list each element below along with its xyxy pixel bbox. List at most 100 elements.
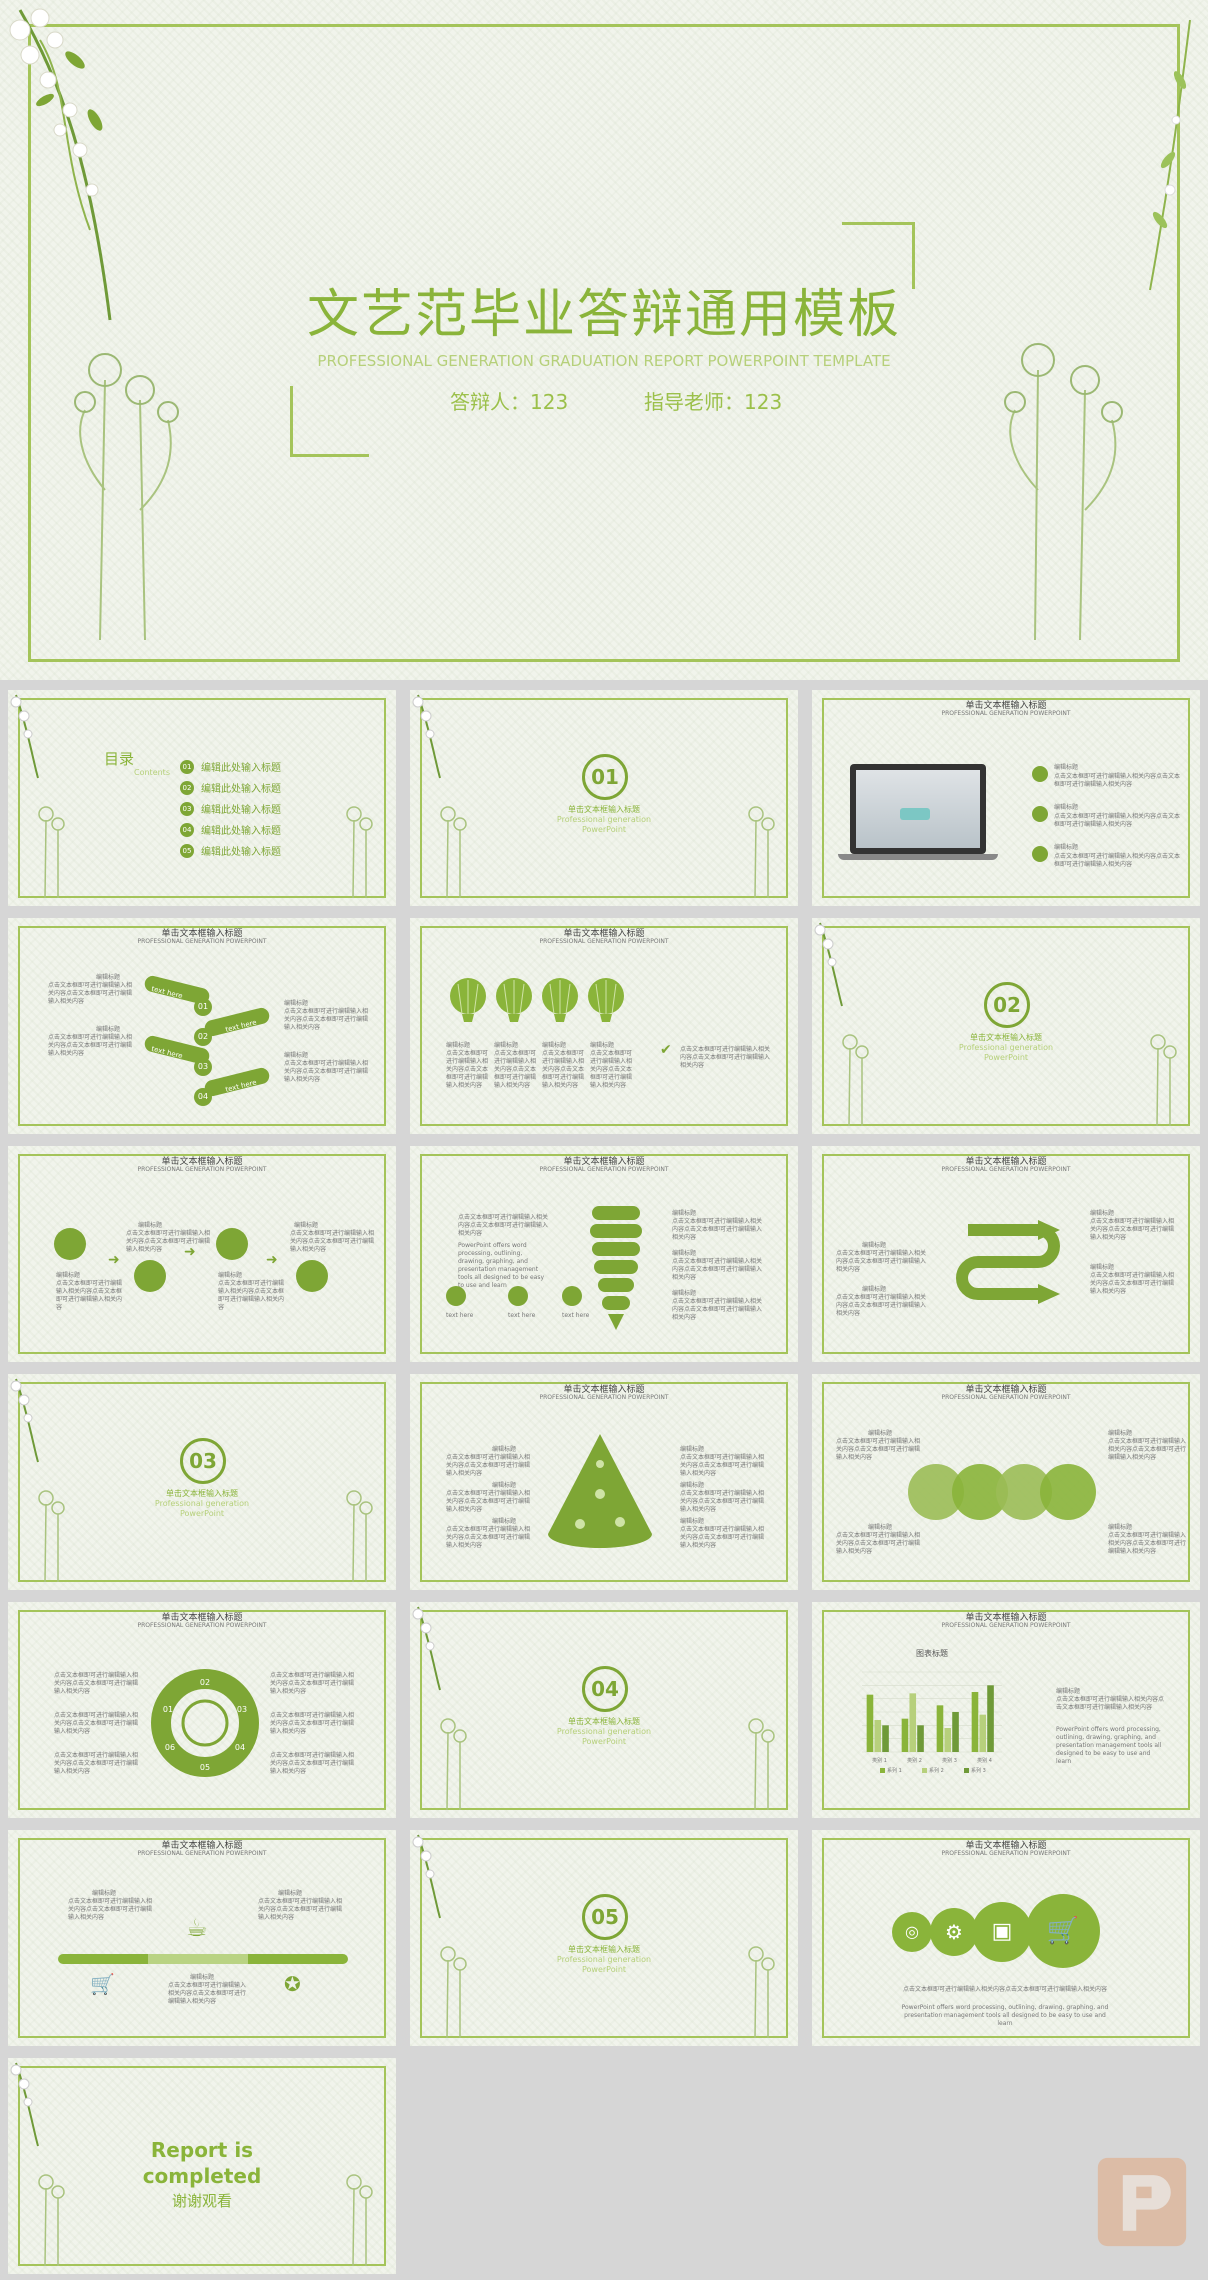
- dot-icon: [446, 1286, 466, 1306]
- timeline-segment: [148, 1954, 248, 1964]
- item-title: 编辑标题: [1108, 1430, 1133, 1437]
- corner-bracket-top-right: [842, 222, 915, 289]
- leaf-icon: [1032, 806, 1048, 822]
- section-en-2: PowerPoint: [179, 1509, 225, 1518]
- svg-text:06: 06: [165, 1743, 175, 1752]
- section-slide-03[interactable]: 03 单击文本框输入标题 Professional generation Pow…: [8, 1374, 396, 1590]
- item-text: 点击文本框即可进行编辑输入相关内容点击文本框即可进行编辑输入相关内容: [1090, 1272, 1175, 1295]
- section-number: 01: [591, 765, 619, 789]
- coffee-icon: ☕: [186, 1914, 208, 1942]
- plant-icon: [1150, 1034, 1177, 1127]
- plant-icon: [440, 806, 467, 899]
- item-text: 点击文本框即可进行编辑输入相关内容点击文本框即可进行编辑输入相关内容: [1056, 1696, 1165, 1711]
- feature-item: 编辑标题 点击文本框即可进行编辑输入相关内容点击文本框即可进行编辑输入相关内容: [1032, 844, 1182, 884]
- snake-arrow-slide[interactable]: 单击文本框输入标题 PROFESSIONAL GENERATION POWERP…: [812, 1146, 1200, 1362]
- item-text: 点击文本框即可进行编辑输入相关内容点击文本框即可进行编辑输入相关内容: [1108, 1532, 1187, 1555]
- plant-right-icon: [1004, 343, 1123, 641]
- link-icon: [1040, 1464, 1096, 1520]
- legend-label: 系列 1: [887, 1767, 902, 1774]
- arrow-icon: ➜: [266, 1252, 278, 1268]
- item-title: 编辑标题: [868, 1430, 893, 1437]
- toc-slide[interactable]: 目录 Contents 01 编辑此处输入标题 02 编辑此处输入标题 03 编辑此处…: [8, 690, 396, 906]
- step-badge: 01: [194, 998, 212, 1016]
- ring-slide[interactable]: 单击文本框输入标题 PROFESSIONAL GENERATION POWERP…: [8, 1602, 396, 1818]
- item-title: 编辑标题: [492, 1446, 517, 1453]
- snake-arrow-icon: [956, 1220, 1060, 1304]
- circles-chain-slide[interactable]: 单击文本框输入标题 PROFESSIONAL GENERATION POWERP…: [812, 1374, 1200, 1590]
- gear-icon: ⚙: [930, 1908, 978, 1956]
- ending-slide[interactable]: Report is completed 谢谢观看: [8, 2058, 396, 2274]
- slide-header-en: PROFESSIONAL GENERATION POWERPOINT: [137, 1850, 267, 1857]
- slide-header-en: PROFESSIONAL GENERATION POWERPOINT: [941, 710, 1071, 717]
- dot-label: text here: [446, 1312, 474, 1319]
- section-slide-01[interactable]: 01 单击文本框输入标题 Professional generation Pow…: [410, 690, 798, 906]
- ending-line-2: completed: [142, 2164, 262, 2188]
- item-text: 点击文本框即可进行编辑输入相关内容点击文本框即可进行编辑输入相关内容: [48, 982, 133, 1005]
- laptop-icon: [850, 764, 986, 854]
- item-text: 点击文本框即可进行编辑输入相关内容点击文本框即可进行编辑输入相关内容: [1108, 1438, 1187, 1461]
- globe-icon: ◎: [892, 1912, 932, 1952]
- toc-item[interactable]: 02 编辑此处输入标题: [180, 777, 281, 798]
- section-en-2: PowerPoint: [581, 1965, 627, 1974]
- toc-item[interactable]: 05 编辑此处输入标题: [180, 840, 281, 861]
- blossom-icon: [412, 1606, 441, 1691]
- toc-item[interactable]: 04 编辑此处输入标题: [180, 819, 281, 840]
- toc-item[interactable]: 03 编辑此处输入标题: [180, 798, 281, 819]
- laptop-slide[interactable]: 单击文本框输入标题 PROFESSIONAL GENERATION POWERP…: [812, 690, 1200, 906]
- step-badge: 02: [194, 1028, 212, 1046]
- cover-frame: [28, 24, 1180, 662]
- blossom-vine-icon: [9, 8, 112, 321]
- item-text: 点击文本框即可进行编辑输入相关内容点击文本框即可进行编辑输入相关内容: [590, 1050, 633, 1089]
- plant-icon: [38, 806, 65, 899]
- legend-label: 系列 3: [971, 1767, 986, 1774]
- chart-slide[interactable]: 单击文本框输入标题 PROFESSIONAL GENERATION POWERP…: [812, 1602, 1200, 1818]
- item-title: 编辑标题: [284, 1052, 309, 1059]
- feature-item: 编辑标题 点击文本框即可进行编辑输入相关内容点击文本框即可进行编辑输入相关内容: [1032, 804, 1182, 844]
- cover-subtitle: PROFESSIONAL GENERATION GRADUATION REPOR…: [317, 352, 891, 370]
- item-text: 点击文本框即可进行编辑输入相关内容点击文本框即可进行编辑输入相关内容: [284, 1008, 369, 1031]
- dot-label: text here: [508, 1312, 536, 1319]
- ribbon-steps-slide[interactable]: 单击文本框输入标题 PROFESSIONAL GENERATION POWERP…: [8, 918, 396, 1134]
- item-text: 点击文本框即可进行编辑输入相关内容点击文本框即可进行编辑输入相关内容: [494, 1050, 537, 1089]
- chart-bar: [917, 1725, 924, 1752]
- item-text: 点击文本框即可进行编辑输入相关内容点击文本框即可进行编辑输入相关内容: [446, 1526, 531, 1549]
- section-slide-05[interactable]: 05 单击文本框输入标题 Professional generation Pow…: [410, 1830, 798, 2046]
- chart-bar: [874, 1720, 882, 1752]
- slide-header: 单击文本框输入标题: [161, 929, 243, 939]
- plant-icon: [346, 2174, 373, 2267]
- slide-header: 单击文本框输入标题: [965, 701, 1047, 711]
- item-text: 点击文本框即可进行编辑输入相关内容点击文本框即可进行编辑输入相关内容: [290, 1230, 375, 1253]
- balloons-slide[interactable]: 单击文本框输入标题 PROFESSIONAL GENERATION POWERP…: [410, 918, 798, 1134]
- item-title: 编辑标题: [190, 1974, 215, 1981]
- big-circles-slide[interactable]: 单击文本框输入标题 PROFESSIONAL GENERATION POWERP…: [812, 1830, 1200, 2046]
- item-text: 点击文本框即可进行编辑输入相关内容点击文本框即可进行编辑输入相关内容: [672, 1258, 763, 1281]
- spiral-bulb-slide[interactable]: 单击文本框输入标题 PROFESSIONAL GENERATION POWERP…: [410, 1146, 798, 1362]
- blossom-icon: [10, 2062, 39, 2147]
- item-text: 点击文本框即可进行编辑输入相关内容点击文本框即可进行编辑输入相关内容: [270, 1672, 355, 1695]
- item-title: 编辑标题: [680, 1482, 705, 1489]
- item-title: 编辑标题: [672, 1290, 697, 1297]
- item-text: 点击文本框即可进行编辑输入相关内容点击文本框即可进行编辑输入相关内容: [258, 1898, 343, 1921]
- slide-header: 单击文本框输入标题: [965, 1385, 1047, 1395]
- item-text: 点击文本框即可进行编辑输入相关内容点击文本框即可进行编辑输入相关内容: [680, 1526, 765, 1549]
- process-icons-slide[interactable]: 单击文本框输入标题 PROFESSIONAL GENERATION POWERP…: [8, 1146, 396, 1362]
- item-text: 点击文本框即可进行编辑输入相关内容点击文本框即可进行编辑输入相关内容: [1090, 1218, 1175, 1241]
- cover-slide[interactable]: 文艺范毕业答辩通用模板 PROFESSIONAL GENERATION GRAD…: [0, 0, 1208, 680]
- coins-icon: [296, 1260, 328, 1292]
- item-title: 编辑标题: [672, 1250, 697, 1257]
- section-slide-04[interactable]: 04 单击文本框输入标题 Professional generation Pow…: [410, 1602, 798, 1818]
- section-slide-02[interactable]: 02 单击文本框输入标题 Professional generation Pow…: [812, 918, 1200, 1134]
- cone-slide[interactable]: 单击文本框输入标题 PROFESSIONAL GENERATION POWERP…: [410, 1374, 798, 1590]
- slide-header: 单击文本框输入标题: [563, 1385, 645, 1395]
- slide-header-en: PROFESSIONAL GENERATION POWERPOINT: [539, 1166, 669, 1173]
- pin-icon: [1032, 766, 1048, 782]
- item-text: 点击文本框即可进行编辑输入相关内容点击文本框即可进行编辑输入相关内容: [902, 1986, 1107, 1993]
- toc-list: 01 编辑此处输入标题 02 编辑此处输入标题 03 编辑此处输入标题 04 编辑此处输…: [180, 756, 281, 861]
- item-text: 点击文本框即可进行编辑输入相关内容点击文本框即可进行编辑输入相关内容: [672, 1218, 763, 1241]
- legend-label: 系列 2: [929, 1767, 944, 1774]
- timeline-slide[interactable]: 单击文本框输入标题 PROFESSIONAL GENERATION POWERP…: [8, 1830, 396, 2046]
- ending-line-1: Report is: [150, 2138, 254, 2162]
- item-title: 编辑标题: [492, 1518, 517, 1525]
- toc-item[interactable]: 01 编辑此处输入标题: [180, 756, 281, 777]
